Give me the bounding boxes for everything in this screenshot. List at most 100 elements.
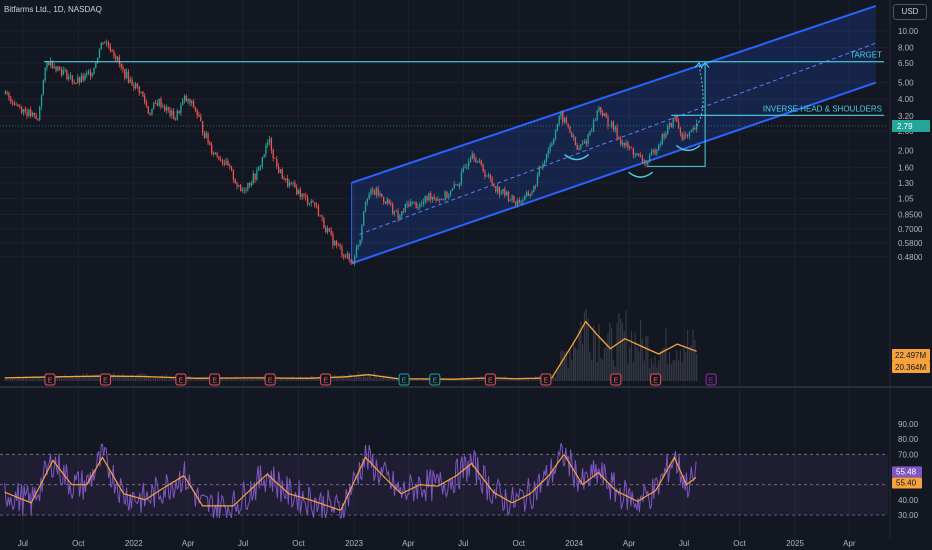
- volume-bar: [350, 374, 352, 381]
- candle-body: [158, 98, 160, 106]
- volume-bar: [40, 378, 43, 381]
- candle-body: [62, 69, 64, 75]
- candle-body: [162, 106, 164, 108]
- volume-bar: [346, 376, 348, 381]
- volume-bar: [163, 378, 166, 381]
- volume-bar: [207, 379, 209, 381]
- candle-body: [305, 195, 307, 198]
- volume-bar: [652, 364, 654, 381]
- candle-body: [392, 204, 394, 214]
- volume-bar: [645, 336, 647, 381]
- pattern-arc: [675, 144, 701, 152]
- candle-body: [471, 153, 473, 160]
- candle-body: [500, 193, 502, 195]
- candle-body: [404, 204, 406, 212]
- volume-bar: [529, 379, 531, 381]
- candle-body: [598, 106, 600, 111]
- candle-body: [254, 173, 256, 180]
- candle-body: [451, 188, 454, 191]
- candle-body: [198, 115, 200, 117]
- earnings-marker-label: E: [653, 378, 658, 385]
- candle-body: [317, 205, 320, 217]
- candle-body: [263, 154, 265, 158]
- candle-body: [218, 155, 220, 160]
- volume-bar: [688, 346, 691, 381]
- candle-body: [538, 167, 540, 176]
- candle-body: [277, 166, 280, 173]
- volume-bar: [609, 322, 611, 381]
- volume-bar: [603, 348, 605, 381]
- candle-body: [230, 166, 233, 170]
- price-tick-label: 8.00: [898, 44, 914, 53]
- volume-bar: [133, 378, 135, 381]
- candle-body: [73, 82, 75, 84]
- candle-body: [319, 215, 321, 217]
- candle-body: [216, 152, 218, 156]
- candle-body: [276, 158, 278, 167]
- volume-bar: [661, 348, 663, 381]
- volume-bar: [372, 378, 374, 381]
- volume-bar: [122, 373, 124, 381]
- candle-body: [116, 57, 119, 60]
- volume-bar: [520, 377, 522, 381]
- volume-bar: [250, 377, 253, 381]
- earnings-marker: [484, 373, 496, 386]
- candle-body: [118, 57, 121, 64]
- volume-bar: [75, 374, 77, 381]
- candle-body: [154, 103, 157, 104]
- volume-bar: [316, 377, 318, 381]
- candle-body: [11, 102, 14, 104]
- volume-bar: [131, 374, 133, 381]
- candle-body: [437, 199, 439, 201]
- volume-bar: [592, 325, 595, 381]
- volume-bar: [31, 378, 34, 381]
- volume-bar: [10, 378, 12, 381]
- candle-body: [596, 110, 598, 120]
- candle-body: [601, 112, 604, 116]
- volume-bar: [296, 378, 298, 381]
- earnings-marker: [175, 373, 187, 386]
- volume-bar: [339, 377, 341, 381]
- candle-body: [582, 143, 584, 145]
- volume-bar: [86, 373, 88, 381]
- volume-bar: [39, 376, 41, 381]
- volume-bar: [15, 379, 17, 381]
- earnings-marker-label: E: [268, 378, 273, 385]
- volume-bar: [173, 377, 175, 381]
- candle-body: [156, 103, 159, 106]
- candle-body: [84, 74, 86, 81]
- candle-body: [554, 131, 557, 140]
- volume-bar: [200, 377, 202, 381]
- volume-bar: [563, 352, 566, 381]
- candle-body: [100, 42, 102, 50]
- candle-body: [306, 197, 309, 204]
- candle-body: [299, 189, 302, 197]
- candle-body: [560, 112, 562, 116]
- candle-body: [196, 110, 198, 116]
- volume-bar: [381, 377, 383, 381]
- volume-bar: [522, 378, 524, 381]
- volume-bar: [95, 374, 97, 381]
- volume-bar: [196, 377, 198, 381]
- candle-body: [583, 141, 586, 144]
- target-arrow-head: [700, 61, 710, 68]
- rsi-value: 55.48: [896, 467, 917, 476]
- candle-body: [292, 182, 294, 184]
- volume-bar: [136, 374, 139, 381]
- candle-body: [475, 158, 477, 163]
- candle-body: [489, 175, 492, 179]
- candle-body: [681, 133, 683, 140]
- time-tick-label: Oct: [512, 539, 525, 548]
- candle-body: [191, 101, 193, 104]
- candle-body: [42, 80, 45, 95]
- projected-arrow-head: [694, 61, 703, 69]
- volume-bar: [397, 379, 399, 381]
- currency-badge[interactable]: USD: [893, 4, 927, 20]
- candle-body: [221, 160, 224, 164]
- volume-bar: [572, 340, 575, 381]
- volume-bar: [368, 373, 370, 381]
- time-tick-label: Oct: [72, 539, 85, 548]
- candle-body: [576, 144, 578, 150]
- candle-body: [562, 112, 564, 123]
